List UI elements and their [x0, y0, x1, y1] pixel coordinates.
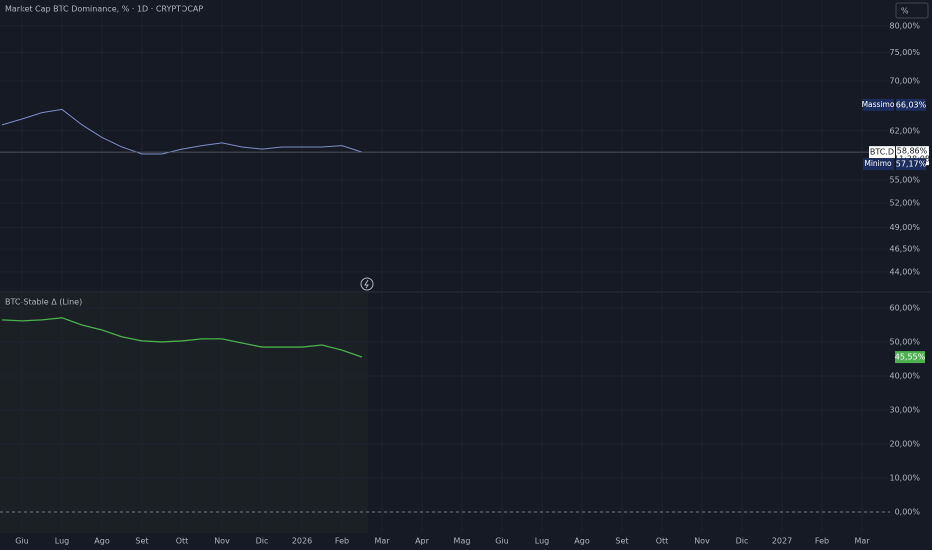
- x-tick-label: Ago: [574, 537, 590, 546]
- y-tick-label: 75,00%: [889, 48, 920, 57]
- low-name-tag: [863, 158, 894, 171]
- y-tick-label: 44,00%: [889, 267, 920, 276]
- high-name-label: Massimo: [862, 100, 895, 109]
- high-value-label: 66,03%: [896, 100, 927, 109]
- series-line: [1, 108, 363, 155]
- indicator-shade: [0, 293, 368, 533]
- x-tick-label: Mar: [854, 537, 870, 546]
- indicator-title: BTC-Stable Δ (Line): [5, 298, 82, 307]
- y-tick-label: 49,00%: [889, 223, 920, 232]
- x-tick-label: Feb: [335, 537, 349, 546]
- x-tick-label: Giu: [495, 537, 509, 546]
- x-tick-label: Lug: [55, 537, 69, 546]
- x-tick-label: Giu: [15, 537, 29, 546]
- y-tick-label: 46,50%: [889, 245, 920, 254]
- y-tick-label: 20,00%: [889, 439, 920, 448]
- x-tick-label: Apr: [415, 537, 430, 546]
- y-tick-label: 70,00%: [889, 76, 920, 85]
- replay-icon[interactable]: [360, 277, 374, 291]
- high-name-tag: [863, 98, 894, 111]
- y-tick-label: 55,00%: [889, 176, 920, 185]
- x-tick-label: Mar: [374, 537, 390, 546]
- y-tick-label: 80,00%: [889, 21, 920, 30]
- x-tick-label: Ott: [176, 537, 189, 546]
- x-tick-label: Dic: [256, 537, 269, 546]
- symbol-tag: [869, 146, 895, 159]
- y-tick-label: 50,00%: [889, 337, 920, 346]
- chart-title: Market Cap BTC Dominance, % · 1D · CRYPT…: [5, 5, 203, 14]
- x-tick-label: Mag: [454, 537, 471, 546]
- low-value-tag: [896, 158, 926, 171]
- y-tick-label: 30,00%: [889, 405, 920, 414]
- x-tick-label: Feb: [815, 537, 829, 546]
- x-tick-label: Lug: [535, 537, 549, 546]
- y-tick-label: 40,00%: [889, 371, 920, 380]
- indicator-value-tag: [895, 351, 925, 364]
- x-tick-label: Ago: [94, 537, 110, 546]
- low-name-label: Minimo: [864, 159, 892, 168]
- symbol-tag-label: BTC.D: [870, 148, 894, 157]
- y-tick-label: 52,00%: [889, 199, 920, 208]
- y-tick-label: 10,00%: [889, 473, 920, 482]
- high-value-tag: [896, 98, 926, 111]
- y-tick-label: 60,00%: [889, 303, 920, 312]
- series-line: [1, 317, 363, 358]
- indicator-value-label: 45,55%: [895, 353, 926, 362]
- scale-button-label[interactable]: %: [901, 7, 909, 16]
- x-tick-label: Nov: [214, 537, 230, 546]
- y-tick-label: 0,00%: [895, 507, 921, 516]
- x-tick-label: Dic: [736, 537, 749, 546]
- x-tick-label: Nov: [694, 537, 710, 546]
- x-tick-label: 2027: [772, 537, 792, 546]
- x-tick-label: 2026: [292, 537, 312, 546]
- y-tick-label: 62,00%: [889, 126, 920, 135]
- scale-button[interactable]: [895, 2, 929, 19]
- x-tick-label: Set: [615, 537, 628, 546]
- low-value-label: 57,17%: [896, 160, 927, 169]
- price-tag-label: 58,86%: [897, 147, 928, 156]
- x-tick-label: Ott: [656, 537, 669, 546]
- x-tick-label: Set: [135, 537, 148, 546]
